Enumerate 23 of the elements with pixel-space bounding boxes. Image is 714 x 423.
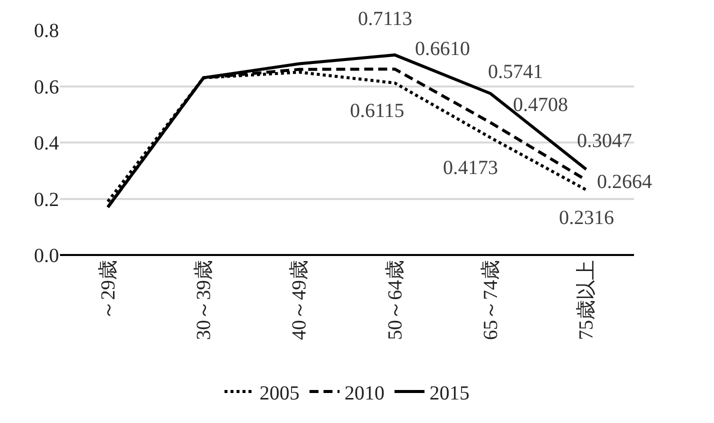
data-label: 0.2664 [597,171,652,193]
x-tick-label: ～29歳 [97,260,120,320]
x-tick-label: 50～64歳 [384,260,406,340]
data-label: 0.3047 [577,130,632,152]
data-label: 0.6115 [350,100,404,122]
y-tick-label: 0.4 [34,132,59,154]
data-label: 0.6610 [415,38,470,60]
data-label: 0.2316 [559,207,614,229]
data-label: 0.4173 [443,157,498,179]
x-tick-label: 40～49歳 [288,260,311,340]
y-tick-label: 0.8 [34,20,59,42]
x-tick-label: 30～39歳 [193,260,215,340]
legend-label: 2010 [344,382,384,404]
data-label: 0.7113 [358,8,412,30]
x-tick-label: 75歳以上 [576,260,598,340]
data-label: 0.4708 [513,94,568,116]
x-tick-label: 65～74歳 [480,260,502,340]
legend-label: 2005 [260,382,300,404]
legend-label: 2015 [430,382,470,404]
data-label: 0.5741 [488,61,543,83]
y-tick-label: 0.2 [34,188,59,211]
y-tick-label: 0.6 [34,76,59,98]
y-tick-label: 0.0 [34,245,59,267]
